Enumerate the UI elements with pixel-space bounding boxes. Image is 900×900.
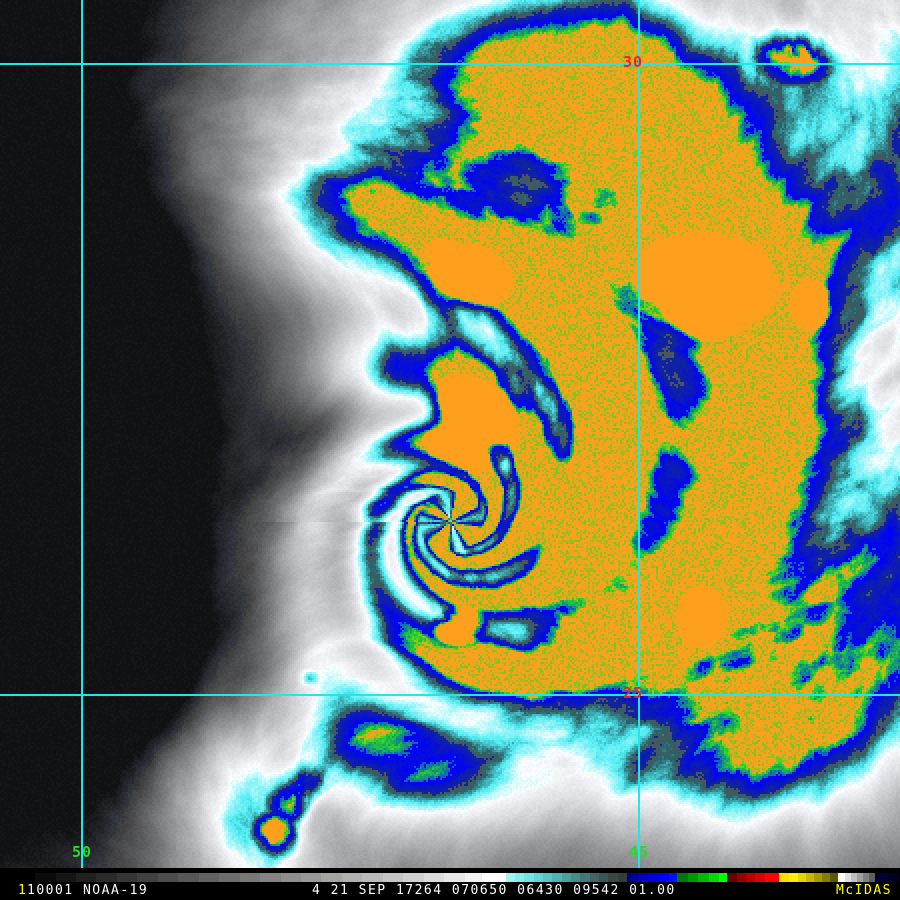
colorbar-segment — [736, 873, 747, 882]
colorbar-segment — [561, 873, 571, 882]
colorbar-segment — [637, 873, 649, 882]
colorbar-segment — [868, 873, 875, 882]
colorbar-segment — [874, 873, 888, 882]
colorbar-segment — [589, 873, 599, 882]
longitude-gridline-50 — [81, 0, 83, 868]
colorbar-segment — [862, 873, 869, 882]
bottom-status-bar: 1 10001 NOAA-19 4 21 SEP 17264 070650 06… — [0, 868, 900, 900]
caption-strip: 1 10001 NOAA-19 4 21 SEP 17264 070650 06… — [0, 882, 900, 900]
latitude-label-25: 25 — [623, 684, 644, 702]
colorbar-segment — [805, 873, 814, 882]
ir-enhancement-colorbar[interactable] — [0, 873, 900, 882]
colorbar-segment — [482, 873, 506, 882]
colorbar-segment — [626, 873, 638, 882]
satellite-image[interactable] — [0, 0, 900, 868]
longitude-label-50: 50 — [72, 843, 93, 861]
colorbar-segment — [778, 873, 790, 882]
colorbar-segment — [362, 873, 383, 882]
colorbar-segment — [514, 873, 525, 882]
colorbar-segment — [845, 873, 852, 882]
colorbar-segment — [382, 873, 404, 882]
colorbar-segment — [219, 873, 240, 882]
colorbar-segment — [658, 873, 670, 882]
satellite-image-viewport[interactable]: 30 25 50 45 — [0, 0, 900, 868]
colorbar-segment — [727, 873, 737, 882]
colorbar-segment — [0, 873, 36, 882]
colorbar-segment — [341, 873, 363, 882]
image-metadata-label: 4 21 SEP 17264 070650 06430 09542 01.00 — [312, 883, 676, 898]
colorbar-segment — [533, 873, 543, 882]
colorbar-segment — [423, 873, 445, 882]
colorbar-segment — [648, 873, 659, 882]
colorbar-segment — [116, 873, 138, 882]
colorbar-segment — [708, 873, 720, 882]
colorbar-segment — [746, 873, 756, 882]
colorbar-segment — [96, 873, 117, 882]
colorbar-segment — [764, 873, 779, 882]
colorbar-segment — [464, 873, 483, 882]
colorbar-segment — [755, 873, 765, 882]
colorbar-segment — [178, 873, 199, 882]
colorbar-segment — [505, 873, 515, 882]
colorbar-segment — [321, 873, 342, 882]
colorbar-segment — [698, 873, 709, 882]
colorbar-segment — [687, 873, 699, 882]
colorbar-segment — [524, 873, 534, 882]
mcidas-brand-label: McIDAS — [836, 883, 892, 898]
colorbar-segment — [403, 873, 424, 882]
colorbar-segment — [851, 873, 858, 882]
colorbar-segment — [35, 873, 56, 882]
frame-highlight-digit: 1 — [18, 883, 28, 898]
colorbar-segment — [280, 873, 301, 882]
colorbar-segment — [137, 873, 158, 882]
colorbar-segment — [75, 873, 97, 882]
longitude-gridline-45 — [638, 0, 640, 868]
colorbar-segment — [857, 873, 863, 882]
colorbar-segment — [300, 873, 322, 882]
colorbar-segment — [830, 873, 839, 882]
colorbar-segment — [813, 873, 823, 882]
colorbar-segment — [617, 873, 627, 882]
colorbar-segment — [822, 873, 831, 882]
colorbar-segment — [797, 873, 806, 882]
colorbar-segment — [444, 873, 465, 882]
colorbar-segment — [598, 873, 609, 882]
latitude-gridline-25 — [0, 694, 900, 696]
colorbar-segment — [157, 873, 179, 882]
colorbar-segment — [55, 873, 76, 882]
colorbar-segment — [677, 873, 688, 882]
colorbar-segment — [838, 873, 846, 882]
colorbar-segment — [580, 873, 590, 882]
colorbar-segment — [669, 873, 678, 882]
frame-and-satellite-label: 10001 NOAA-19 — [27, 883, 149, 898]
colorbar-segment — [719, 873, 728, 882]
latitude-gridline-30 — [0, 63, 900, 65]
colorbar-segment — [260, 873, 281, 882]
colorbar-segment — [198, 873, 220, 882]
colorbar-segment — [789, 873, 798, 882]
colorbar-segment — [542, 873, 553, 882]
latitude-label-30: 30 — [623, 53, 644, 71]
colorbar-segment — [570, 873, 581, 882]
colorbar-segment — [608, 873, 618, 882]
longitude-label-45: 45 — [629, 843, 650, 861]
colorbar-segment — [552, 873, 562, 882]
colorbar-segment — [887, 873, 900, 882]
colorbar-segment — [239, 873, 261, 882]
